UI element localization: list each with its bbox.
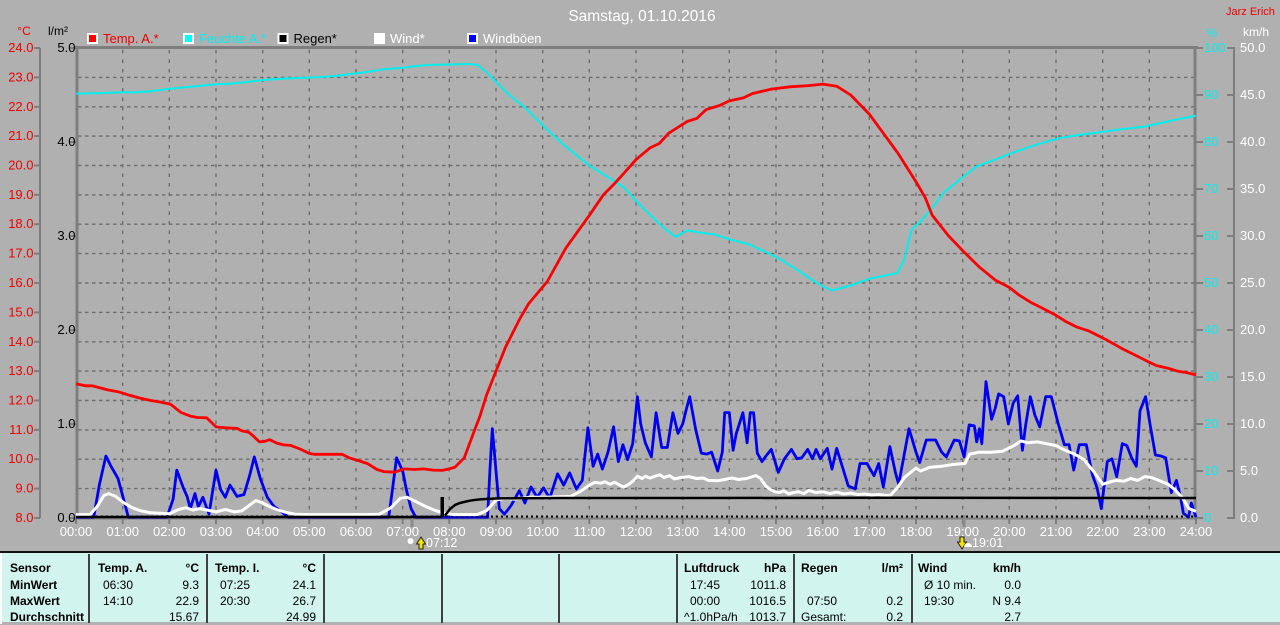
svg-text:50.0: 50.0 [1240,40,1265,55]
svg-text:05:00: 05:00 [293,524,326,539]
svg-text:l/m²: l/m² [48,24,68,38]
svg-text:Regen*: Regen* [294,31,337,46]
svg-text:16:00: 16:00 [806,524,839,539]
svg-text:45.0: 45.0 [1240,87,1265,102]
svg-text:60: 60 [1204,228,1218,243]
svg-text:09:00: 09:00 [480,524,513,539]
svg-text:17.0: 17.0 [8,246,33,261]
svg-text:10.0: 10.0 [8,451,33,466]
svg-text:5.0: 5.0 [57,40,75,55]
svg-text:9.0: 9.0 [15,481,33,496]
svg-text:07:12: 07:12 [426,536,457,550]
svg-text:25.0: 25.0 [1240,275,1265,290]
svg-text:3.0: 3.0 [57,228,75,243]
svg-text:21.0: 21.0 [8,128,33,143]
svg-text:06:00: 06:00 [340,524,373,539]
svg-text:11:00: 11:00 [574,524,606,539]
svg-text:2.0: 2.0 [57,322,75,337]
svg-text:20:00: 20:00 [993,524,1026,539]
svg-text:02:00: 02:00 [153,524,186,539]
svg-text:80: 80 [1204,134,1218,149]
svg-text:10:00: 10:00 [526,524,559,539]
svg-text:18.0: 18.0 [8,216,33,231]
svg-text:10.0: 10.0 [1240,416,1265,431]
svg-text:20.0: 20.0 [1240,322,1265,337]
svg-text:23:00: 23:00 [1133,524,1166,539]
svg-text:5.0: 5.0 [1240,463,1258,478]
svg-text:08:00: 08:00 [433,524,466,539]
svg-text:18:00: 18:00 [900,524,933,539]
svg-text:4.0: 4.0 [57,134,75,149]
svg-text:12.0: 12.0 [8,393,33,408]
svg-text:22:00: 22:00 [1086,524,1119,539]
svg-text:22.0: 22.0 [8,99,33,114]
svg-text:30: 30 [1204,369,1218,384]
svg-text:20: 20 [1204,416,1218,431]
svg-text:11.0: 11.0 [9,422,33,437]
svg-text:07:00: 07:00 [386,524,419,539]
svg-text:50: 50 [1204,275,1218,290]
svg-text:00:00: 00:00 [60,524,93,539]
svg-text:1.0: 1.0 [57,416,75,431]
svg-text:15:00: 15:00 [760,524,793,539]
svg-text:15.0: 15.0 [8,304,33,319]
svg-text:04:00: 04:00 [246,524,279,539]
svg-text:0.0: 0.0 [57,510,75,525]
svg-text:Jarz Erich: Jarz Erich [1226,6,1275,18]
svg-text:10: 10 [1204,463,1218,478]
svg-text:23.0: 23.0 [8,69,33,84]
svg-text:12:00: 12:00 [620,524,653,539]
svg-text:100: 100 [1204,40,1226,55]
svg-text:14.0: 14.0 [8,334,33,349]
svg-text:13:00: 13:00 [666,524,699,539]
svg-text:19.0: 19.0 [8,187,33,202]
svg-text:14:00: 14:00 [713,524,746,539]
svg-text:8.0: 8.0 [15,510,33,525]
svg-text:km/h: km/h [1243,25,1269,39]
svg-text:13.0: 13.0 [8,363,33,378]
svg-text:16.0: 16.0 [8,275,33,290]
svg-text:21:00: 21:00 [1040,524,1073,539]
svg-text:30.0: 30.0 [1240,228,1265,243]
svg-text:%: % [1207,26,1218,40]
svg-text:03:00: 03:00 [200,524,233,539]
svg-text:15.0: 15.0 [1240,369,1265,384]
svg-text:20.0: 20.0 [8,158,33,173]
svg-text:90: 90 [1204,87,1218,102]
svg-text:Feuchte A.*: Feuchte A.* [199,31,266,46]
svg-text:°C: °C [17,24,31,38]
svg-text:24.0: 24.0 [8,40,33,55]
svg-text:70: 70 [1204,181,1218,196]
svg-text:Wind*: Wind* [390,31,425,46]
svg-text:19:00: 19:00 [946,524,979,539]
svg-text:0.0: 0.0 [1240,510,1258,525]
svg-text:35.0: 35.0 [1240,181,1265,196]
svg-text:0: 0 [1204,510,1211,525]
svg-text:40.0: 40.0 [1240,134,1265,149]
svg-text:19:01: 19:01 [972,536,1003,550]
svg-text:Temp. A.*: Temp. A.* [103,31,159,46]
svg-text:40: 40 [1204,322,1218,337]
svg-text:01:00: 01:00 [106,524,139,539]
svg-text:Windböen: Windböen [483,31,542,46]
svg-text:Samstag, 01.10.2016: Samstag, 01.10.2016 [568,8,715,25]
svg-text:17:00: 17:00 [853,524,886,539]
svg-text:24:00: 24:00 [1180,524,1213,539]
